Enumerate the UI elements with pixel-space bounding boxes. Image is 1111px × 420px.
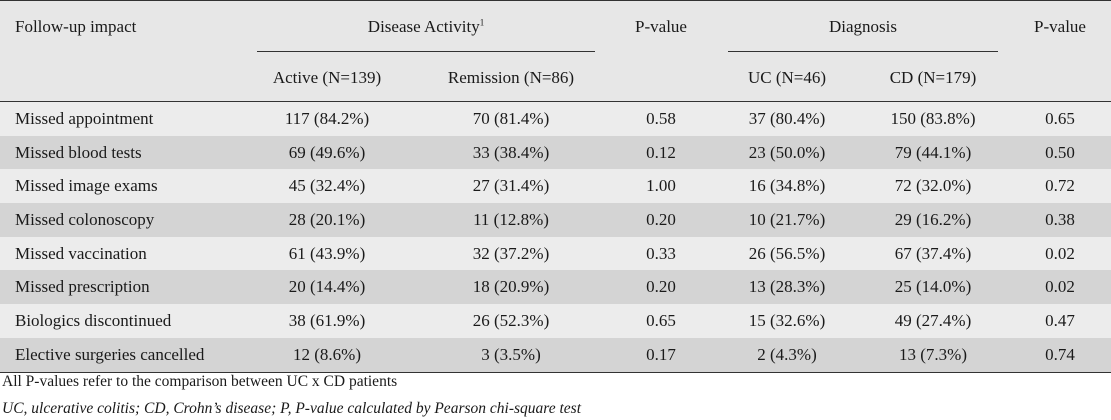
row-label: Elective surgeries cancelled [15, 344, 205, 364]
header-diagnosis: Diagnosis [829, 17, 897, 36]
uc-value: 26 (56.5%) [748, 243, 826, 263]
uc-value: 10 (21.7%) [748, 210, 826, 230]
table-header: Follow-up impact Disease Activity1 P-val… [0, 1, 1111, 102]
activity-pvalue: 0.20 [646, 210, 676, 230]
diagnosis-pvalue: 0.47 [1045, 311, 1075, 331]
cd-value: 13 (7.3%) [899, 344, 967, 364]
row-label: Missed appointment [15, 109, 154, 128]
table-row: Missed image exams 45 (32.4%) 27 (31.4%) 1.… [0, 169, 1111, 204]
diagnosis-pvalue: 0.38 [1045, 210, 1075, 230]
remission-value: 3 (3.5%) [481, 344, 541, 364]
uc-value: 16 (34.8%) [748, 176, 826, 196]
table-row: Elective surgeries cancelled 12 (8.6%) 3 (… [0, 337, 1111, 372]
row-label: Biologics discontinued [15, 311, 172, 331]
activity-pvalue: 0.33 [646, 243, 676, 263]
active-value: 28 (20.1%) [288, 210, 366, 230]
activity-pvalue: 0.17 [646, 344, 676, 364]
table-row: Missed prescription 20 (14.4%) 18 (20.9%) 0… [0, 270, 1111, 305]
row-label: Missed prescription [15, 277, 150, 297]
header-follow-up: Follow-up impact [15, 17, 137, 36]
footnote-abbreviations: UC, ulcerative colitis; CD, Crohn’s dise… [2, 400, 581, 417]
table-row: Missed blood tests 69 (49.6%) 33 (38.4%) 0.… [0, 135, 1111, 170]
remission-value: 32 (37.2%) [472, 243, 550, 263]
active-value: 69 (49.6%) [288, 142, 366, 162]
disease-activity-rule [257, 51, 595, 52]
remission-value: 11 (12.8%) [473, 210, 549, 230]
row-label: Missed image exams [15, 176, 158, 196]
uc-value: 15 (32.6%) [748, 311, 826, 331]
active-value: 20 (14.4%) [288, 277, 366, 297]
cd-value: 67 (37.4%) [894, 243, 972, 263]
table-row: Missed vaccination 61 (43.9%) 32 (37.2%) 0.… [0, 236, 1111, 271]
diagnosis-rule [728, 51, 998, 52]
cd-value: 49 (27.4%) [894, 311, 972, 331]
activity-pvalue: 0.58 [646, 109, 676, 128]
table-row: Missed appointment 117 (84.2%) 70 (81.4%) 0… [0, 102, 1111, 136]
remission-value: 18 (20.9%) [472, 277, 550, 297]
header-active: Active (N=139) [272, 68, 382, 87]
header-uc: UC (N=46) [747, 68, 827, 87]
active-value: 61 (43.9%) [288, 243, 366, 263]
activity-pvalue: 0.20 [646, 277, 676, 297]
header-disease-activity: Disease Activity1 [257, 17, 595, 37]
row-label: Missed vaccination [15, 243, 147, 263]
header-cd: CD (N=179) [889, 68, 977, 87]
header-pvalue-diagnosis: P-value [1034, 17, 1086, 36]
header-remission: Remission (N=86) [447, 68, 575, 87]
activity-pvalue: 1.00 [646, 176, 676, 196]
row-label: Missed blood tests [15, 142, 142, 162]
uc-value: 13 (28.3%) [748, 277, 826, 297]
header-pvalue-activity: P-value [635, 17, 687, 36]
table-body: Missed appointment 117 (84.2%) 70 (81.4%) 0… [0, 102, 1111, 372]
remission-value: 33 (38.4%) [472, 142, 550, 162]
footnote-marker: 1 [479, 17, 485, 28]
activity-pvalue: 0.65 [646, 311, 676, 331]
cd-value: 72 (32.0%) [894, 176, 972, 196]
uc-value: 23 (50.0%) [748, 142, 826, 162]
header-disease-activity-label: Disease Activity [367, 17, 480, 36]
diagnosis-pvalue: 0.65 [1045, 109, 1075, 128]
active-value: 12 (8.6%) [293, 344, 361, 364]
diagnosis-pvalue: 0.02 [1045, 277, 1075, 297]
active-value: 45 (32.4%) [288, 176, 366, 196]
results-table: Follow-up impact Disease Activity1 P-val… [0, 0, 1111, 373]
diagnosis-pvalue: 0.74 [1045, 344, 1075, 364]
active-value: 38 (61.9%) [288, 311, 366, 331]
cd-value: 79 (44.1%) [894, 142, 972, 162]
diagnosis-pvalue: 0.50 [1045, 142, 1075, 162]
cd-value: 150 (83.8%) [890, 109, 976, 128]
cd-value: 29 (16.2%) [894, 210, 972, 230]
remission-value: 26 (52.3%) [472, 311, 550, 331]
diagnosis-pvalue: 0.72 [1045, 176, 1075, 196]
diagnosis-pvalue: 0.02 [1045, 243, 1075, 263]
row-label: Missed colonoscopy [15, 210, 155, 230]
uc-value: 2 (4.3%) [757, 344, 817, 364]
footnote-pvalues: All P-values refer to the comparison bet… [2, 373, 398, 390]
active-value: 117 (84.2%) [284, 109, 370, 128]
cd-value: 25 (14.0%) [894, 277, 972, 297]
table-row: Missed colonoscopy 28 (20.1%) 11 (12.8%) 0.… [0, 203, 1111, 237]
remission-value: 70 (81.4%) [472, 109, 550, 128]
activity-pvalue: 0.12 [646, 142, 676, 162]
remission-value: 27 (31.4%) [472, 176, 550, 196]
uc-value: 37 (80.4%) [748, 109, 826, 128]
table-row: Biologics discontinued 38 (61.9%) 26 (52.3… [0, 304, 1111, 338]
